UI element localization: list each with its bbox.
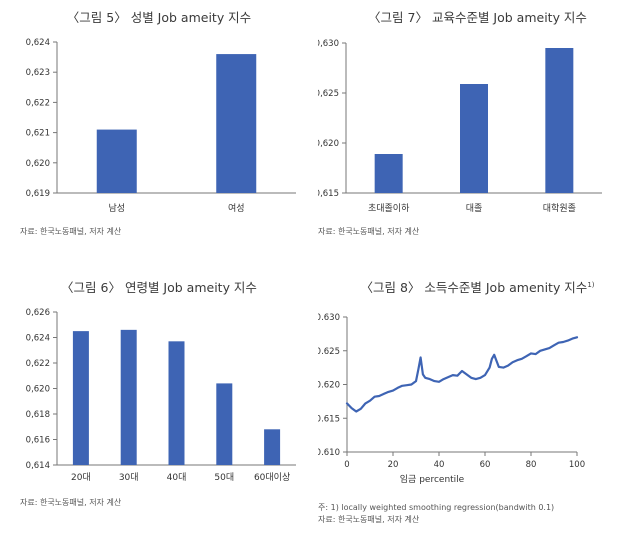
- y-tick-label-fig5: 0,620: [26, 159, 50, 169]
- y-tick-label-fig8: 0.630: [318, 313, 340, 323]
- y-tick-label-fig8: 0.620: [318, 381, 340, 391]
- y-tick-label-fig7: 0,625: [318, 89, 339, 99]
- source-note-fig5: 자료: 한국노동패널, 저자 계산: [20, 227, 122, 236]
- category-label-fig6: 50대: [214, 472, 234, 483]
- y-tick-label-fig6: 0,626: [26, 308, 50, 318]
- y-tick-label-fig8: 0.625: [318, 347, 340, 357]
- chart-panel-fig5: 〈그림 5〉 성별 Job ameity 지수 0,619 0,620 0,621 0…: [0, 0, 318, 269]
- y-tick-label-fig6: 0,624: [26, 334, 50, 344]
- x-tick-label-fig8: 100: [569, 460, 585, 470]
- chart-panel-fig6: 〈그림 6〉 연령별 Job ameity 지수 0,614 0,616 0,618…: [0, 269, 318, 538]
- chart-svg-fig5: 0,619 0,620 0,621 0,622 0,623 0,624 남성 여성: [26, 38, 296, 214]
- category-label-fig5: 여성: [228, 202, 245, 214]
- bar-fig6-0: [72, 331, 89, 465]
- chart-panel-fig7: 〈그림 7〉 교육수준별 Job ameity 지수 0,6150,6200,6…: [318, 0, 637, 269]
- category-label-fig5: 남성: [108, 203, 125, 214]
- y-tick-label-fig6: 0,616: [26, 436, 50, 446]
- category-label-fig7: 대학원졸: [543, 203, 576, 214]
- y-tick-label-fig5: 0,621: [26, 129, 50, 139]
- category-label-fig6: 30대: [119, 472, 139, 483]
- bar-fig7-0: [374, 154, 403, 193]
- x-axis-title-fig8: 임금 percentile: [400, 473, 465, 485]
- y-tick-label-fig8: 0.615: [318, 414, 340, 424]
- chart-panel-fig8: 〈그림 8〉 소득수준별 Job amenity 지수1) 0.610 0.615…: [318, 269, 637, 538]
- y-tick-label-fig5: 0,619: [26, 189, 50, 199]
- x-tick-label-fig8: 0: [344, 460, 349, 470]
- bar-fig6-3: [216, 383, 233, 465]
- category-label-fig6: 60대이상: [254, 472, 290, 483]
- y-tick-label-fig7: 0,630: [318, 39, 339, 49]
- x-tick-label-fig8: 40: [434, 460, 445, 470]
- bar-fig7-1: [460, 84, 488, 193]
- bar-fig6-2: [168, 341, 185, 465]
- chart-svg-fig8: 0.610 0.615 0.620 0.625 0.630 0 20 40 60 80 100 임금 …: [318, 313, 585, 485]
- y-tick-label-fig6: 0,618: [26, 410, 50, 420]
- source-note-fig7: 자료: 한국노동패널, 저자 계산: [318, 227, 420, 236]
- x-tick-label-fig8: 80: [526, 460, 537, 470]
- y-tick-label-fig6: 0,622: [26, 359, 50, 369]
- chart-title-fig6: 〈그림 6〉 연령별 Job ameity 지수: [61, 280, 257, 295]
- chart-svg-fig7: 0,615 0,620 0,625 0,630 초대졸이하 대졸 대학원졸: [318, 39, 602, 214]
- bar-fig6-4: [264, 429, 281, 465]
- title-footnote-mark: 1): [587, 280, 595, 289]
- footnote-fig8: 주: 1) locally weighted smoothing regress…: [318, 503, 555, 512]
- category-label-fig6: 20대: [71, 472, 91, 483]
- category-label-fig7: 대졸: [466, 203, 483, 214]
- y-tick-label-fig7: 0,620: [318, 139, 339, 149]
- source-note-fig8: 자료: 한국노동패널, 저자 계산: [318, 515, 420, 524]
- y-tick-label-fig8: 0.610: [318, 448, 340, 458]
- chart-title-fig5: 〈그림 5〉 성별 Job ameity 지수: [66, 10, 252, 25]
- x-tick-label-fig8: 60: [480, 460, 491, 470]
- bar-fig5-1: [216, 54, 257, 193]
- y-tick-label-fig5: 0,624: [26, 38, 50, 48]
- y-tick-label-fig5: 0,623: [26, 68, 50, 78]
- bar-fig6-1: [120, 329, 137, 465]
- source-note-fig6: 자료: 한국노동패널, 저자 계산: [20, 498, 122, 507]
- x-tick-label-fig8: 20: [388, 460, 399, 470]
- y-tick-label-fig5: 0,622: [26, 98, 50, 108]
- y-tick-label-fig7: 0,615: [318, 189, 339, 199]
- chart-title-fig8: 〈그림 8〉 소득수준별 Job amenity 지수1): [360, 280, 595, 295]
- y-tick-label-fig6: 0,620: [26, 385, 50, 395]
- chart-svg-fig6: 0,614 0,616 0,618 0,620 0,622 0,624 0,626 20대 30…: [26, 308, 296, 483]
- chart-title-fig7: 〈그림 7〉 교육수준별 Job ameity 지수: [368, 10, 587, 25]
- bar-fig7-2: [545, 48, 574, 193]
- category-label-fig6: 40대: [167, 472, 187, 483]
- bar-fig5-0: [96, 129, 137, 193]
- series-line-fig8: [345, 336, 579, 413]
- y-tick-label-fig6: 0,614: [26, 461, 50, 471]
- category-label-fig7: 초대졸이하: [368, 203, 410, 214]
